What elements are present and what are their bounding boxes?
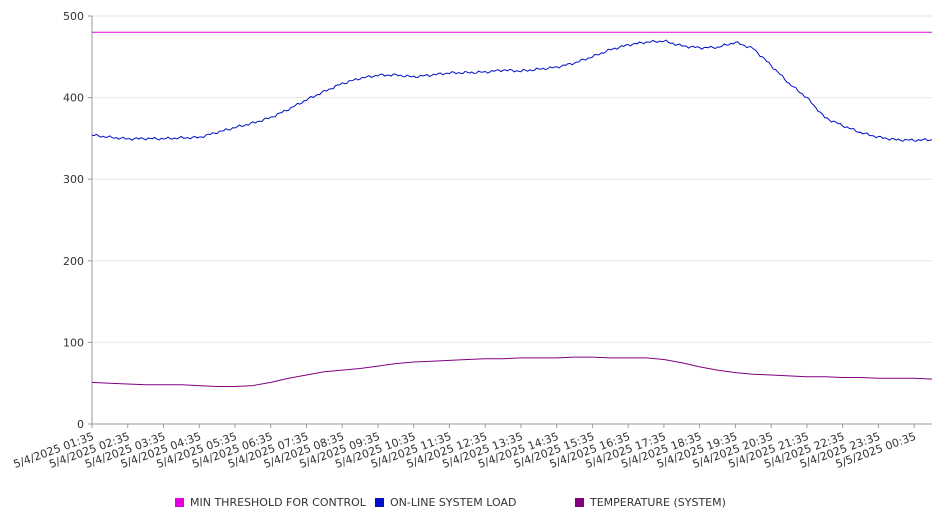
legend: MIN THRESHOLD FOR CONTROL ON-LINE SYSTEM… bbox=[0, 496, 946, 516]
y-axis-tick-labels: 0 100 200 300 400 500 bbox=[63, 10, 84, 431]
series-system-load-line bbox=[91, 39, 933, 142]
legend-label-temperature: TEMPERATURE (SYSTEM) bbox=[590, 496, 726, 509]
y-tick-label: 200 bbox=[63, 255, 84, 268]
legend-label-min-threshold: MIN THRESHOLD FOR CONTROL bbox=[190, 496, 366, 509]
y-tick-label: 0 bbox=[77, 418, 84, 431]
legend-item-min-threshold[interactable]: MIN THRESHOLD FOR CONTROL bbox=[175, 496, 366, 509]
y-tick-label: 500 bbox=[63, 10, 84, 23]
legend-item-temperature[interactable]: TEMPERATURE (SYSTEM) bbox=[575, 496, 726, 509]
y-tick-label: 400 bbox=[63, 92, 84, 105]
grid-lines bbox=[92, 15, 932, 343]
legend-swatch-temperature bbox=[575, 498, 584, 507]
legend-item-system-load[interactable]: ON-LINE SYSTEM LOAD bbox=[375, 496, 516, 509]
legend-label-system-load: ON-LINE SYSTEM LOAD bbox=[390, 496, 517, 509]
axes bbox=[88, 15, 932, 428]
legend-swatch-min-threshold bbox=[175, 498, 184, 507]
series-temperature-line bbox=[91, 356, 933, 387]
x-axis-tick-labels: 5/4/2025 01:355/4/2025 02:355/4/2025 03:… bbox=[12, 430, 918, 471]
y-tick-label: 100 bbox=[63, 336, 84, 349]
legend-swatch-system-load bbox=[375, 498, 384, 507]
y-tick-label: 300 bbox=[63, 173, 84, 186]
series-lines bbox=[91, 31, 933, 387]
